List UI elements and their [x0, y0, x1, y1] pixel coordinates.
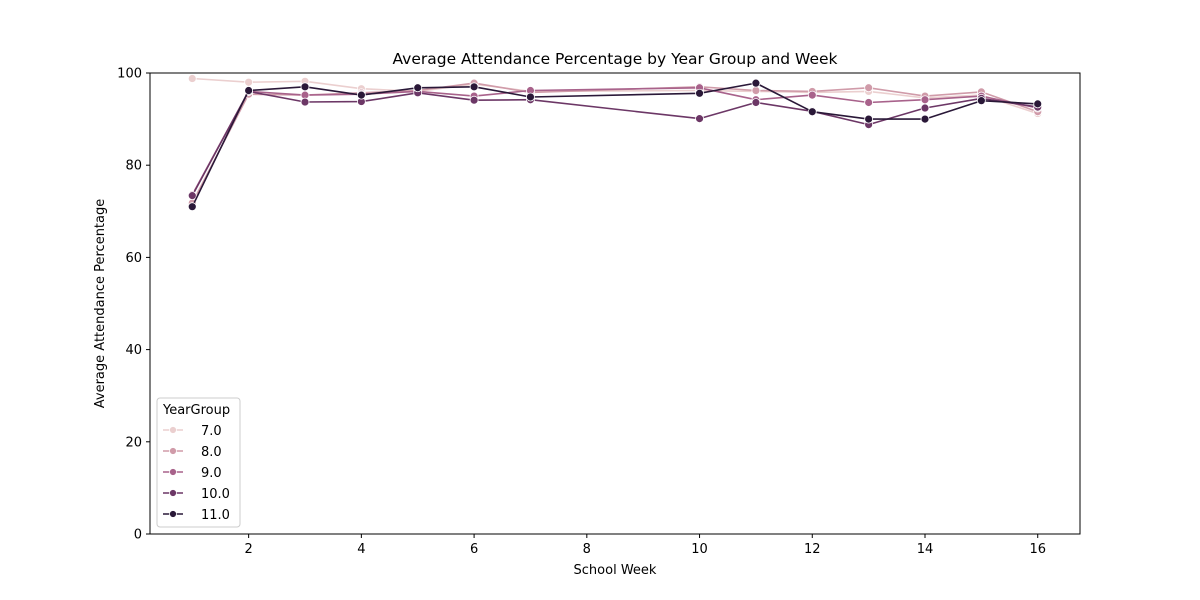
legend-swatch-marker	[169, 468, 177, 476]
data-point	[864, 98, 874, 107]
data-point	[244, 86, 254, 95]
data-point	[300, 97, 310, 107]
legend-items: 7.0 8.0 9.0 10.0 11.0	[163, 424, 230, 523]
data-point	[976, 96, 986, 106]
plot-frame	[149, 72, 1081, 535]
data-point	[1033, 99, 1043, 109]
data-point	[244, 77, 254, 87]
legend-swatch-marker	[169, 489, 177, 497]
data-point	[469, 95, 479, 105]
x-tick-label: 16	[1029, 542, 1046, 557]
legend-label: 11.0	[201, 508, 230, 523]
data-point	[187, 74, 197, 83]
x-axis-label: School Week	[574, 563, 657, 578]
data-point	[526, 92, 535, 102]
data-point	[807, 107, 817, 117]
legend-label: 10.0	[201, 487, 230, 502]
series-line	[192, 77, 1038, 115]
data-point	[695, 114, 704, 124]
data-point	[920, 114, 930, 124]
data-point	[920, 95, 930, 105]
x-tick-label: 14	[917, 542, 934, 557]
series-11.0	[187, 78, 1043, 212]
data-point	[187, 202, 197, 212]
data-point	[751, 78, 761, 88]
legend-entry: 8.0	[163, 445, 222, 460]
data-point	[920, 103, 930, 113]
legend-label: 8.0	[201, 445, 222, 460]
plot-area	[150, 73, 1080, 534]
series-layer	[187, 74, 1043, 212]
x-tick-label: 6	[470, 542, 478, 557]
y-tick-label: 40	[125, 343, 142, 358]
legend-title: YearGroup	[162, 403, 230, 418]
data-point	[751, 98, 761, 107]
series-line	[191, 90, 1038, 196]
x-tick-label: 4	[357, 542, 365, 557]
data-point	[413, 83, 423, 93]
data-point	[807, 90, 817, 100]
x-tick-label: 10	[691, 542, 708, 557]
legend-swatch-marker	[169, 510, 177, 518]
data-point	[187, 191, 197, 201]
legend-label: 7.0	[201, 424, 222, 439]
legend-swatch-marker	[169, 447, 177, 455]
data-point	[695, 88, 704, 98]
y-axis: 0 20 40 60 80 100	[117, 67, 150, 543]
x-axis: 2 4 6 8 10 12 14 16	[244, 534, 1046, 557]
legend: YearGroup 7.0 8.0 9.0 10.0 11.0	[156, 397, 241, 528]
legend-swatch-marker	[169, 426, 177, 434]
data-point	[864, 83, 874, 93]
y-tick-label: 0	[134, 528, 142, 543]
data-point	[300, 82, 310, 92]
chart-title: Average Attendance Percentage by Year Gr…	[392, 50, 837, 68]
x-tick-label: 8	[583, 542, 591, 557]
x-tick-label: 12	[804, 542, 821, 557]
legend-entry: 9.0	[163, 466, 222, 481]
y-axis-label: Average Attendance Percentage	[93, 199, 108, 408]
legend-label: 9.0	[201, 466, 222, 481]
legend-entry: 10.0	[163, 487, 230, 502]
data-point	[469, 82, 479, 92]
y-tick-label: 100	[117, 67, 142, 82]
data-point	[864, 114, 874, 124]
series-line	[191, 87, 1038, 196]
legend-entry: 11.0	[163, 508, 230, 523]
legend-entry: 7.0	[163, 424, 222, 439]
y-tick-label: 80	[125, 159, 142, 174]
series-line	[191, 82, 1038, 208]
y-tick-label: 60	[125, 251, 142, 266]
data-point	[356, 90, 366, 100]
x-tick-label: 2	[244, 542, 252, 557]
data-point	[751, 86, 761, 95]
y-tick-label: 20	[125, 435, 142, 450]
